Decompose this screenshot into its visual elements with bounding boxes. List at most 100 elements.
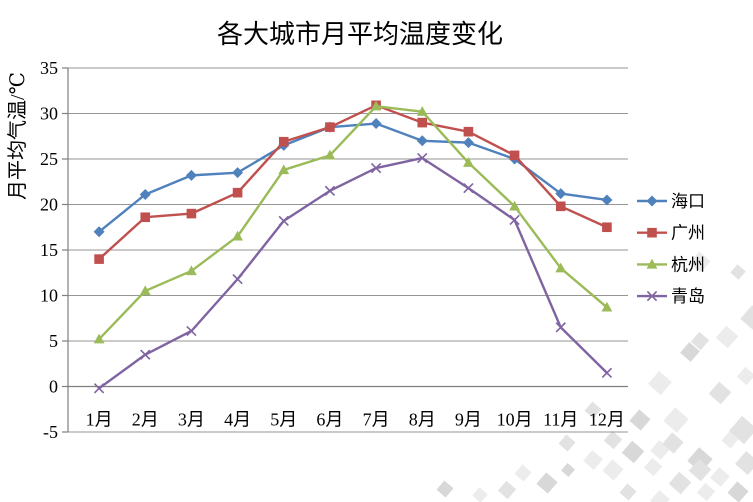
x-axis-labels: 1月 2月 3月 4月 5月 6月 7月 8月 9月 10月 11月 12月 xyxy=(86,410,625,430)
watermark-diamond xyxy=(708,381,732,405)
legend-label: 广州 xyxy=(671,224,705,243)
y-tick-label: 30 xyxy=(40,104,58,124)
x-tick-label: 4月 xyxy=(224,410,251,430)
data-point-triangle xyxy=(139,285,151,296)
data-point-square xyxy=(140,212,151,223)
series-line xyxy=(97,105,609,341)
watermark-diamond xyxy=(735,451,753,475)
watermark-diamond xyxy=(583,450,603,470)
data-point-triangle xyxy=(232,230,243,241)
data-point-square xyxy=(278,136,289,147)
data-point-square xyxy=(555,201,566,212)
y-tick-label: 0 xyxy=(49,377,58,397)
watermark-diamond xyxy=(715,325,739,349)
y-tick-label: -5 xyxy=(43,422,58,442)
data-point-triangle xyxy=(416,106,428,116)
x-tick-label: 6月 xyxy=(316,410,343,430)
watermark-diamond xyxy=(619,483,637,501)
x-tick-label: 7月 xyxy=(363,410,390,430)
data-point-x xyxy=(140,349,151,360)
y-tick-label: 15 xyxy=(40,240,58,260)
watermark-diamond xyxy=(690,331,710,351)
data-point-square xyxy=(94,254,104,264)
watermark-diamond xyxy=(736,366,753,386)
watermark-diamond xyxy=(560,462,576,478)
x-tick-label: 10月 xyxy=(497,410,533,430)
watermark-diamond xyxy=(663,407,689,433)
chart-title: 各大城市月平均温度变化 xyxy=(217,20,503,49)
watermark-diamond xyxy=(603,430,623,450)
data-point-square xyxy=(509,150,520,161)
x-tick-label: 8月 xyxy=(409,410,436,430)
watermark-diamond xyxy=(668,471,692,495)
watermark-diamond xyxy=(689,251,711,273)
x-tick-label: 2月 xyxy=(132,410,159,430)
data-point-triangle xyxy=(646,258,658,269)
data-point-square xyxy=(647,227,657,238)
x-tick-label: 9月 xyxy=(455,410,482,430)
y-tick-label: 20 xyxy=(40,195,58,215)
data-point-square xyxy=(417,117,428,128)
watermark-mosaic xyxy=(436,251,753,502)
watermark-diamond xyxy=(497,480,517,500)
legend-item-海口: 海口 xyxy=(637,192,705,211)
y-axis: 35 30 25 20 15 10 5 0 -5 xyxy=(40,58,628,442)
legend-label: 杭州 xyxy=(671,255,705,274)
x-tick-label: 3月 xyxy=(178,410,205,430)
data-point-diamond xyxy=(416,135,428,147)
watermark-diamond xyxy=(584,401,602,419)
legend-item-青岛: 青岛 xyxy=(637,287,705,306)
data-point-square xyxy=(325,122,335,132)
x-tick-label: 5月 xyxy=(270,410,297,430)
x-tick-label: 11月 xyxy=(543,410,578,430)
series-lines xyxy=(93,100,613,394)
watermark-diamond xyxy=(740,305,753,331)
watermark-diamond xyxy=(558,434,576,452)
data-point-x xyxy=(601,367,613,379)
data-point-square xyxy=(602,222,612,233)
y-tick-label: 10 xyxy=(40,286,58,306)
data-point-diamond xyxy=(232,167,244,179)
series-青岛 xyxy=(93,152,613,394)
data-point-square xyxy=(232,187,243,198)
watermark-diamond xyxy=(696,482,716,502)
data-point-x xyxy=(509,214,520,226)
watermark-diamond xyxy=(680,342,700,362)
data-point-diamond xyxy=(462,137,474,149)
watermark-diamond xyxy=(650,490,670,502)
watermark-diamond xyxy=(730,264,746,280)
data-point-triangle xyxy=(509,200,520,211)
data-point-diamond xyxy=(555,188,567,200)
data-point-triangle xyxy=(555,262,567,273)
data-point-diamond xyxy=(185,169,197,181)
series-line xyxy=(97,156,609,390)
data-point-x xyxy=(555,322,566,333)
data-point-x xyxy=(417,152,428,164)
data-point-triangle xyxy=(370,100,382,111)
data-point-x xyxy=(186,325,197,337)
data-point-x xyxy=(232,273,243,285)
data-point-triangle xyxy=(278,164,290,175)
watermark-diamond xyxy=(536,472,558,494)
legend-item-杭州: 杭州 xyxy=(637,255,705,274)
watermark-diamond xyxy=(727,481,749,502)
legend-label: 青岛 xyxy=(671,287,705,306)
x-tick-label: 12月 xyxy=(589,410,625,430)
data-point-x xyxy=(646,290,658,302)
data-point-x xyxy=(278,215,289,227)
data-point-diamond xyxy=(139,188,151,200)
y-tick-label: 25 xyxy=(40,149,58,169)
watermark-diamond xyxy=(662,432,684,454)
data-point-triangle xyxy=(93,333,105,344)
watermark-diamond xyxy=(688,458,712,482)
y-axis-title: 月平均气温/℃ xyxy=(6,72,29,200)
watermark-diamond xyxy=(436,480,454,498)
watermark-diamond xyxy=(629,409,651,431)
data-point-triangle xyxy=(463,157,474,167)
watermark-diamond xyxy=(643,457,663,477)
data-point-x xyxy=(463,182,474,194)
data-point-square xyxy=(463,126,474,137)
